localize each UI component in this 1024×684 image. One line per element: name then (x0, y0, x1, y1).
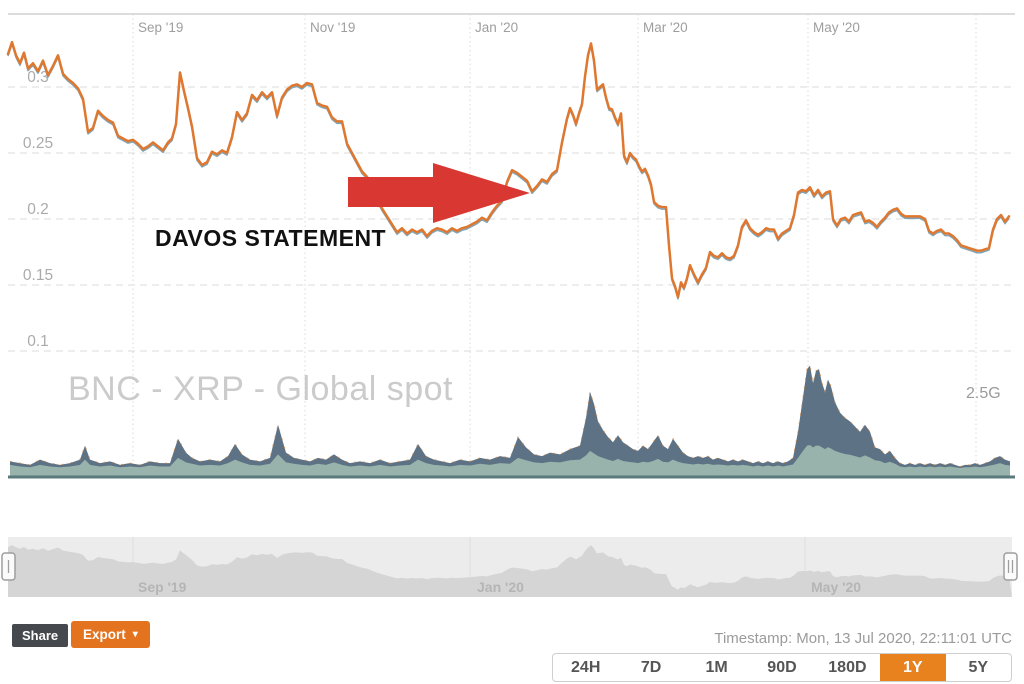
range-button-180d[interactable]: 180D (828, 658, 867, 676)
share-button[interactable]: Share (12, 624, 69, 647)
y-axis-label: 0.2 (27, 201, 49, 218)
range-button-5y[interactable]: 5Y (968, 658, 989, 676)
volume-ridge-line (9, 364, 1011, 468)
y-axis-label: 0.1 (27, 333, 49, 350)
x-axis-label: Nov '19 (310, 20, 355, 35)
x-axis-label: Sep '19 (138, 20, 183, 35)
export-button-label: Export (83, 627, 126, 642)
x-axis-label: Mar '20 (643, 20, 688, 35)
range-button-90d[interactable]: 90D (767, 658, 797, 676)
chart-watermark: BNC - XRP - Global spot (68, 370, 453, 408)
navigator-label: Jan '20 (477, 579, 524, 595)
range-selector: 24H 7D 1M 90D 180D 1Y 5Y (552, 653, 1012, 682)
navigator-area[interactable] (8, 545, 1012, 597)
range-button-1m[interactable]: 1M (705, 658, 728, 676)
annotation-text: DAVOS STATEMENT (155, 225, 386, 251)
range-button-24h[interactable]: 24H (571, 658, 601, 676)
navigator-label: May '20 (811, 579, 861, 595)
y-axis-label: 0.3 (27, 69, 49, 86)
volume-area-light (10, 444, 1010, 477)
y-axis-label: 0.15 (23, 267, 53, 284)
range-button-1y[interactable]: 1Y (880, 654, 946, 681)
navigator-right-handle[interactable] (1003, 552, 1018, 581)
volume-axis-label: 2.5G (966, 385, 1001, 402)
navigator-left-handle[interactable] (1, 552, 16, 581)
price-chart: Sep '19 Nov '19 Jan '20 Mar '20 May '20 0.3 0.… (1, 13, 1018, 597)
timestamp-label: Timestamp: Mon, 13 Jul 2020, 22:11:01 UT… (714, 630, 1012, 647)
caret-down-icon: ▾ (132, 628, 138, 640)
annotation-arrow-icon (348, 163, 530, 223)
x-axis-label: May '20 (813, 20, 860, 35)
x-axis-label: Jan '20 (475, 20, 518, 35)
range-button-7d[interactable]: 7D (640, 658, 662, 676)
y-axis-label: 0.25 (23, 135, 53, 152)
navigator-label: Sep '19 (138, 579, 187, 595)
export-button[interactable]: Export ▾ (71, 621, 150, 648)
price-line (6, 40, 1011, 299)
price-line-secondary (7, 43, 1010, 300)
